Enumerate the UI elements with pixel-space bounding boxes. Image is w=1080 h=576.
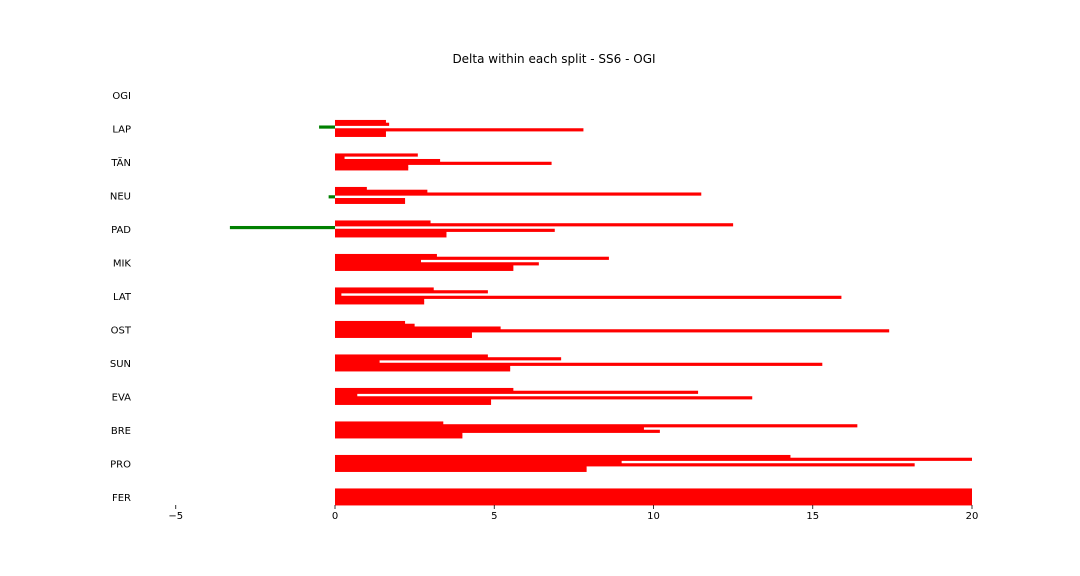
bar	[335, 463, 915, 467]
bar	[335, 320, 406, 325]
bar	[335, 119, 386, 124]
y-tick-label: OST	[111, 325, 132, 336]
bars-group	[229, 119, 972, 506]
bar	[335, 295, 842, 299]
bar	[335, 424, 858, 428]
bar	[335, 359, 380, 364]
bar	[335, 457, 972, 461]
bar	[335, 156, 345, 160]
bar	[335, 393, 358, 397]
bar	[335, 491, 972, 495]
bar	[335, 161, 552, 165]
bar	[335, 198, 406, 202]
bar	[335, 326, 501, 330]
bar	[335, 362, 823, 366]
bar	[335, 287, 434, 291]
bar	[328, 195, 335, 199]
bar	[335, 332, 472, 336]
bar	[335, 365, 511, 369]
y-tick-label: MIK	[113, 258, 132, 269]
x-tick-label: 20	[966, 511, 979, 522]
bar	[335, 357, 562, 361]
bar	[335, 466, 587, 470]
bar	[335, 429, 660, 433]
bar	[335, 131, 386, 135]
bar	[335, 390, 699, 394]
bar	[335, 298, 425, 302]
bar	[335, 122, 390, 126]
bar	[229, 225, 335, 230]
y-tick-labels: OGI LAP TÄN NEU PAD MIK LAT OST SUN EVA BRE PRO FER	[110, 91, 132, 504]
y-tick-label: OGI	[112, 91, 131, 102]
bar	[335, 192, 702, 196]
bar	[335, 292, 342, 297]
y-tick-label: EVA	[112, 392, 132, 403]
bar	[335, 301, 425, 305]
x-tick-label: −5	[168, 511, 183, 522]
bar	[335, 468, 587, 472]
bar	[335, 499, 972, 503]
x-tick-label: 5	[491, 511, 497, 522]
bar	[335, 334, 472, 338]
y-tick-label: TÄN	[110, 156, 131, 169]
bar	[335, 128, 584, 132]
bar	[335, 228, 555, 232]
bar	[335, 164, 409, 168]
bar	[335, 186, 367, 191]
bar	[335, 399, 492, 403]
y-tick-label: LAT	[113, 292, 132, 303]
bar	[335, 396, 753, 400]
bar	[335, 223, 734, 227]
bar	[335, 401, 492, 405]
bar	[335, 329, 890, 333]
bar	[335, 256, 609, 260]
x-tick-label: 0	[332, 511, 338, 522]
y-tick-label: NEU	[110, 191, 131, 202]
bar	[335, 421, 444, 425]
bar	[335, 432, 463, 436]
bar	[335, 435, 463, 439]
bar	[335, 231, 447, 235]
bar	[335, 158, 441, 163]
bar	[335, 368, 511, 372]
bar	[335, 189, 428, 193]
bar	[335, 234, 447, 238]
x-tick-label: 15	[806, 511, 819, 522]
bar	[335, 488, 972, 492]
bar	[335, 493, 972, 498]
bar	[335, 200, 406, 204]
bar	[335, 253, 437, 258]
bar	[335, 167, 409, 171]
y-tick-label: PAD	[111, 225, 131, 236]
bar	[335, 220, 431, 224]
y-tick-label: BRE	[111, 426, 131, 437]
bar	[335, 496, 972, 500]
bar	[335, 153, 418, 157]
bar	[335, 290, 488, 294]
x-axis: −5 0 5 10 15 20	[168, 505, 978, 522]
bar	[335, 502, 972, 506]
bar	[335, 262, 539, 266]
y-tick-label: LAP	[112, 124, 131, 135]
bar	[335, 133, 386, 137]
bar	[335, 460, 622, 464]
x-tick-label: 10	[647, 511, 660, 522]
bar	[335, 354, 488, 358]
bar	[335, 426, 644, 431]
y-tick-label: PRO	[110, 459, 131, 470]
y-tick-label: FER	[112, 493, 131, 504]
bar	[335, 265, 514, 269]
bar	[335, 259, 421, 263]
y-tick-label: SUN	[110, 359, 131, 370]
bar	[335, 387, 514, 392]
bar	[335, 267, 514, 271]
bar	[335, 323, 415, 327]
bar	[335, 454, 791, 459]
chart-title: Delta within each split - SS6 - OGI	[452, 52, 655, 66]
bar	[319, 125, 335, 129]
